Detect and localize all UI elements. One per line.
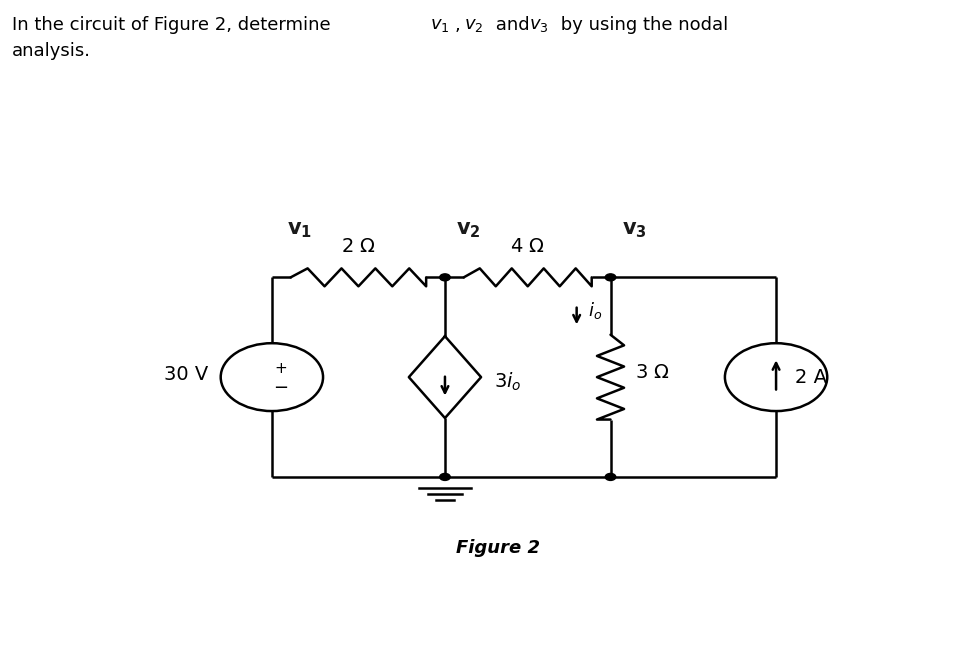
Circle shape: [605, 474, 616, 480]
Circle shape: [605, 274, 616, 281]
Text: $i_o$: $i_o$: [588, 299, 602, 321]
Text: Figure 2: Figure 2: [455, 538, 540, 557]
Circle shape: [440, 274, 451, 281]
Text: −: −: [274, 379, 288, 397]
Text: ,: ,: [454, 16, 460, 34]
Circle shape: [440, 474, 451, 480]
Text: $v_3$: $v_3$: [529, 16, 549, 34]
Text: by using the nodal: by using the nodal: [555, 16, 728, 34]
Text: $v_1$: $v_1$: [430, 16, 450, 34]
Text: $\mathbf{v_1}$: $\mathbf{v_1}$: [287, 220, 312, 240]
Text: 30 V: 30 V: [164, 365, 208, 384]
Text: 2 $\Omega$: 2 $\Omega$: [341, 237, 376, 257]
Text: $3i_o$: $3i_o$: [494, 371, 521, 393]
Text: 2 A: 2 A: [795, 367, 827, 387]
Text: and: and: [490, 16, 536, 34]
Text: +: +: [275, 361, 287, 376]
Text: 3 $\Omega$: 3 $\Omega$: [635, 363, 669, 382]
Text: 4 $\Omega$: 4 $\Omega$: [511, 237, 545, 257]
Text: $\mathbf{v_3}$: $\mathbf{v_3}$: [621, 220, 647, 240]
Text: $\mathbf{v_2}$: $\mathbf{v_2}$: [456, 220, 481, 240]
Text: $v_2$: $v_2$: [464, 16, 484, 34]
Text: analysis.: analysis.: [12, 42, 90, 60]
Text: In the circuit of Figure 2, determine: In the circuit of Figure 2, determine: [12, 16, 336, 34]
